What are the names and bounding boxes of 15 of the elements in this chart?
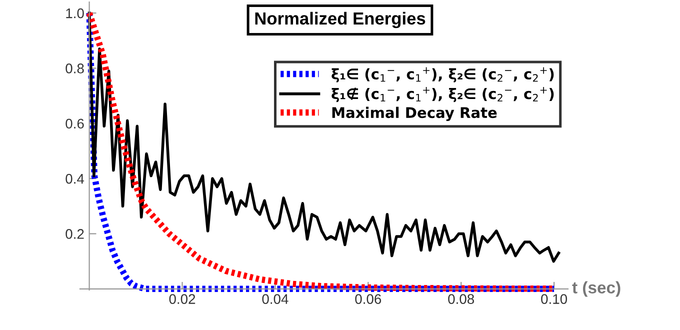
text: ξ₁∉ (c$_{1}$$^{−}$, c$_{1}$$^{+}$), ξ₂∈ (c$_{2}$$^{−}$, c$_{2}$$^{+}$) (332, 87, 554, 102)
y-tick-label: 1.0 (66, 8, 84, 18)
y-tick-label: 0.4 (66, 174, 84, 184)
x-axis-title: t (sec) (572, 281, 620, 297)
x-tick-label: 0.02 (169, 294, 196, 304)
y-tick-label: 0.6 (66, 118, 84, 129)
text: Normalized Energies (255, 12, 426, 28)
x-tick-label: 0.06 (355, 294, 382, 304)
legend-label: Maximal Decay Rate (332, 106, 497, 122)
x-tick-label: 0.10 (541, 294, 568, 304)
text: ξ₁∈ (c$_{1}$$^{−}$, c$_{1}$$^{+}$), ξ₂∈ (c$_{2}$$^{−}$, c$_{2}$$^{+}$) (332, 67, 554, 82)
y-tick-label: 0.2 (66, 229, 84, 239)
y-tick-label: 0.8 (66, 64, 84, 74)
x-tick-label: 0.08 (448, 294, 474, 304)
x-tick-label: 0.04 (262, 294, 288, 304)
